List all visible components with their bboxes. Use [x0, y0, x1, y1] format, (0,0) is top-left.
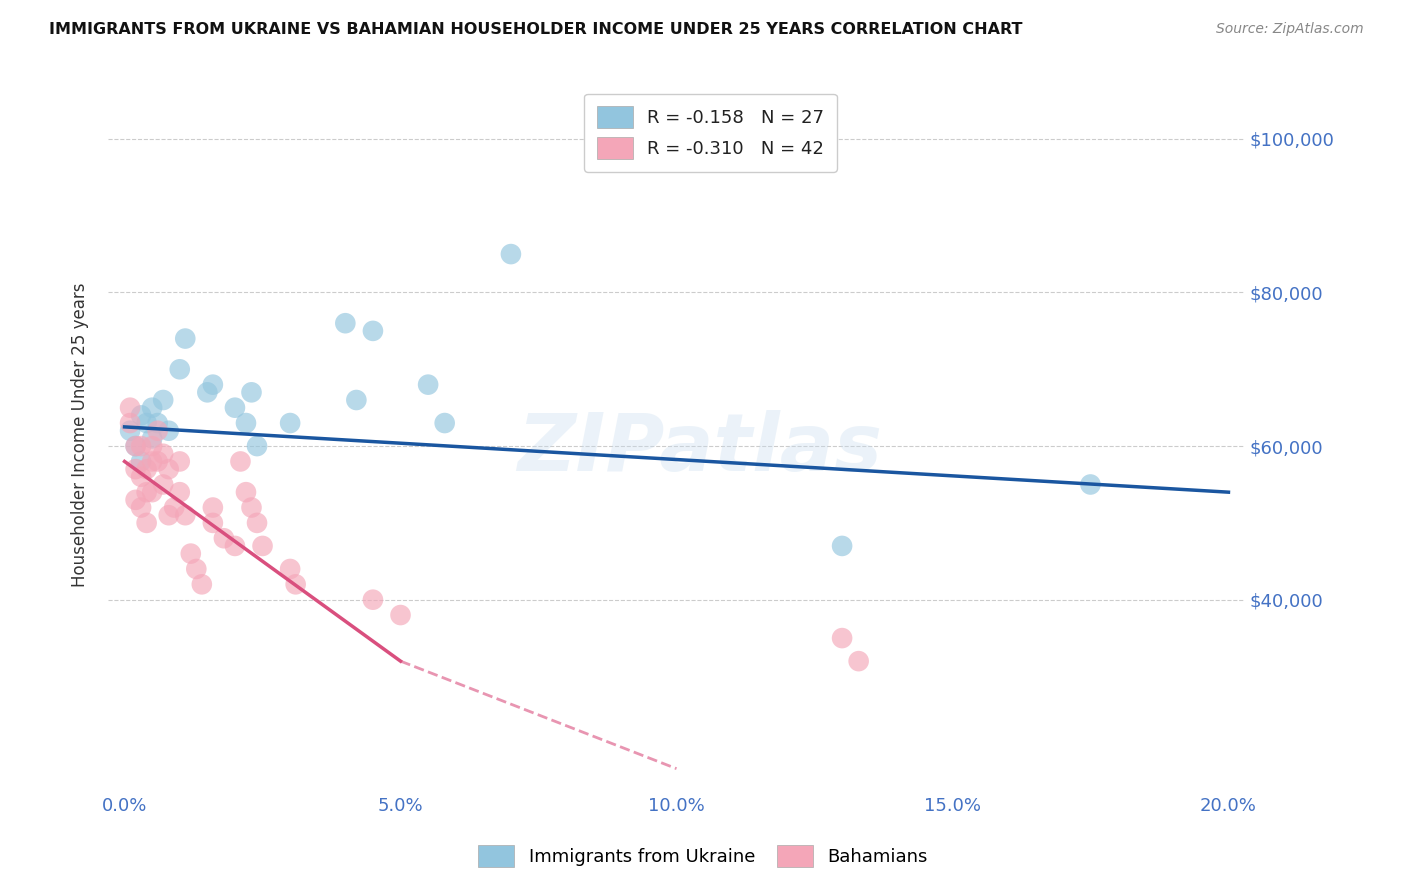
Point [135, 462, 157, 476]
Text: Source: ZipAtlas.com: Source: ZipAtlas.com [1216, 22, 1364, 37]
Point [157, 424, 180, 438]
Point [278, 416, 301, 430]
Point [1080, 477, 1102, 491]
Point [240, 500, 263, 515]
Point [201, 500, 224, 515]
Point [180, 547, 202, 561]
Text: IMMIGRANTS FROM UKRAINE VS BAHAMIAN HOUSEHOLDER INCOME UNDER 25 YEARS CORRELATIO: IMMIGRANTS FROM UKRAINE VS BAHAMIAN HOUS… [49, 22, 1022, 37]
Point [335, 316, 357, 330]
Point [252, 539, 274, 553]
Point [169, 362, 191, 376]
Point [157, 508, 180, 523]
Point [135, 416, 157, 430]
Point [186, 562, 208, 576]
Point [389, 608, 412, 623]
Point [129, 470, 152, 484]
Point [174, 332, 197, 346]
Point [129, 454, 152, 468]
Point [135, 485, 157, 500]
Point [152, 392, 174, 407]
Point [224, 539, 246, 553]
Point [240, 385, 263, 400]
Point [246, 516, 269, 530]
Point [201, 377, 224, 392]
Point [235, 485, 257, 500]
Point [831, 539, 853, 553]
Point [146, 454, 169, 468]
Text: ZIPatlas: ZIPatlas [517, 409, 882, 488]
Point [120, 424, 142, 438]
Point [235, 416, 257, 430]
Point [152, 447, 174, 461]
Y-axis label: Householder Income Under 25 years: Householder Income Under 25 years [72, 283, 89, 587]
Point [141, 485, 163, 500]
Point [152, 477, 174, 491]
Point [124, 439, 146, 453]
Point [124, 439, 146, 453]
Point [224, 401, 246, 415]
Point [120, 401, 142, 415]
Point [120, 416, 142, 430]
Legend: R = -0.158   N = 27, R = -0.310   N = 42: R = -0.158 N = 27, R = -0.310 N = 42 [585, 94, 837, 172]
Point [169, 454, 191, 468]
Point [141, 439, 163, 453]
Point [361, 592, 384, 607]
Point [124, 492, 146, 507]
Point [146, 424, 169, 438]
Point [141, 401, 163, 415]
Point [361, 324, 384, 338]
Point [191, 577, 214, 591]
Point [201, 516, 224, 530]
Point [129, 500, 152, 515]
Point [129, 409, 152, 423]
Point [433, 416, 456, 430]
Point [129, 439, 152, 453]
Point [831, 631, 853, 645]
Legend: Immigrants from Ukraine, Bahamians: Immigrants from Ukraine, Bahamians [471, 838, 935, 874]
Point [344, 392, 367, 407]
Point [163, 500, 186, 515]
Point [246, 439, 269, 453]
Point [141, 454, 163, 468]
Point [212, 531, 235, 545]
Point [848, 654, 870, 668]
Point [284, 577, 307, 591]
Point [195, 385, 218, 400]
Point [229, 454, 252, 468]
Point [169, 485, 191, 500]
Point [141, 431, 163, 445]
Point [174, 508, 197, 523]
Point [124, 462, 146, 476]
Point [416, 377, 439, 392]
Point [135, 516, 157, 530]
Point [157, 462, 180, 476]
Point [278, 562, 301, 576]
Point [499, 247, 522, 261]
Point [146, 416, 169, 430]
